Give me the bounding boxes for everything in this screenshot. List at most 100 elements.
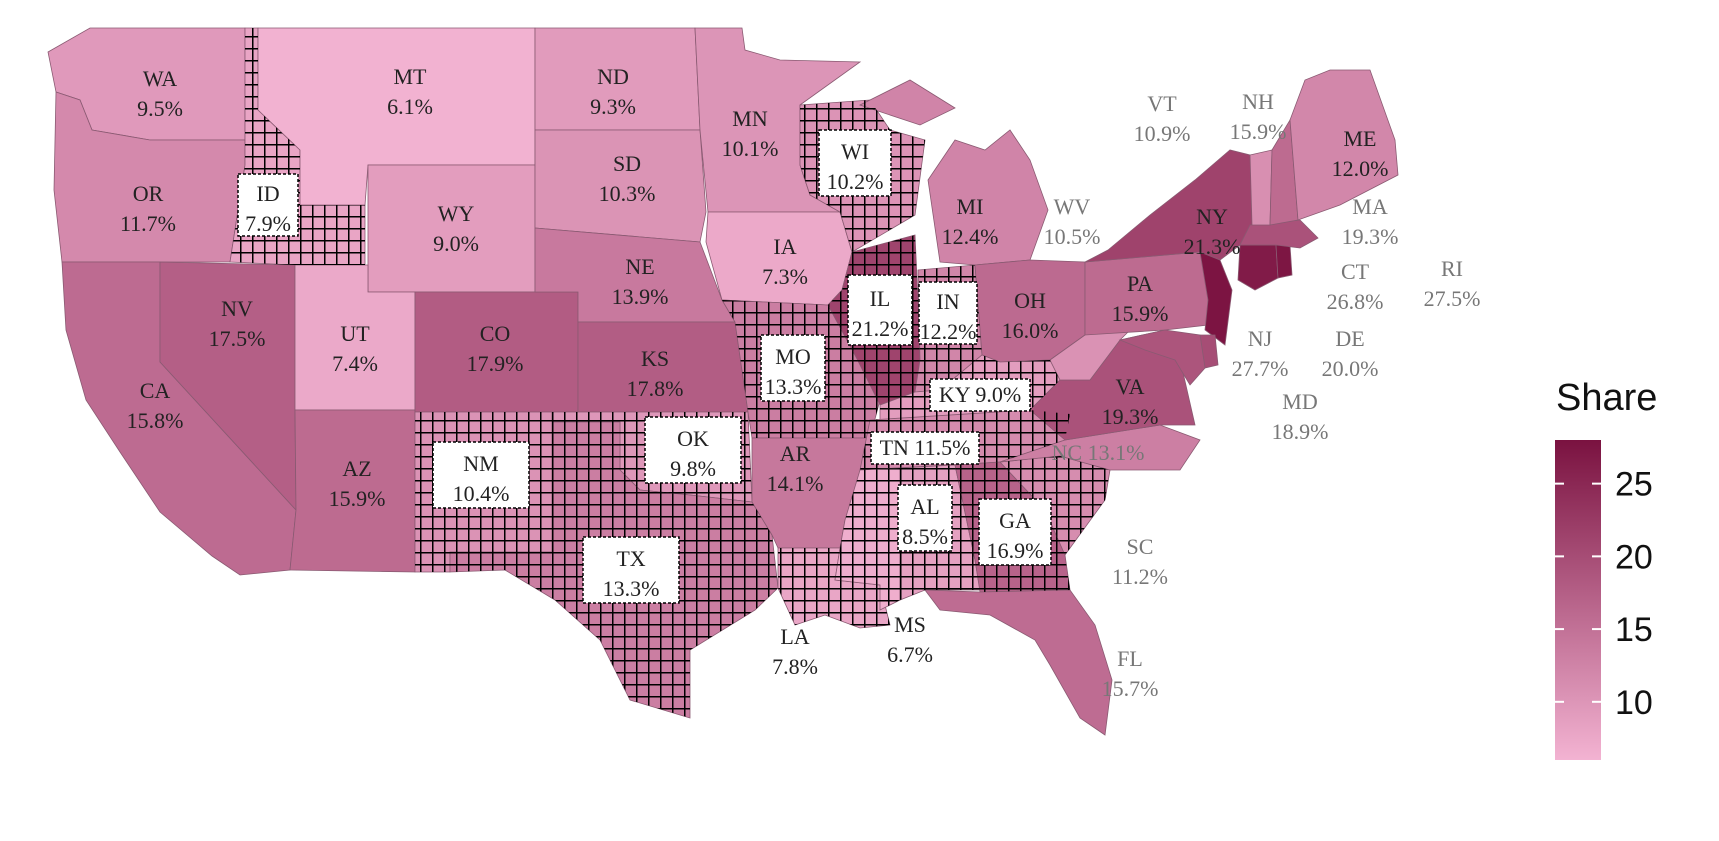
state-value: 20.0% [1322,356,1379,381]
state-fl [924,589,1113,736]
state-abbr: PA [1127,271,1153,296]
label-box [582,536,680,604]
state-abbr: SC [1127,534,1154,559]
state-label-text: KY 9.0% [939,382,1021,407]
state-label-md: MD 18.9% [1272,389,1329,444]
state-value: 11.5% [914,435,970,460]
state-abbr: SD [613,151,641,176]
state-value: 9.3% [590,94,636,119]
state-label-mo: MO 13.3% [760,334,826,402]
state-abbr: ND [597,64,629,89]
state-value: 10.2% [827,169,884,194]
state-value: 13.3% [765,374,822,399]
state-value: 27.7% [1232,356,1289,381]
state-abbr: MI [957,194,984,219]
state-abbr: AZ [342,456,371,481]
state-ri [1275,244,1293,279]
state-label-nv: NV 17.5% [209,296,266,351]
state-abbr: UT [340,321,370,346]
state-label-in: IN 12.2% [918,281,978,345]
label-box [644,416,742,484]
state-abbr: NY [1196,204,1228,229]
state-abbr: LA [780,624,809,649]
legend-tick-label: 25 [1615,466,1653,504]
state-abbr: FL [1117,646,1143,671]
state-label-nd: ND 9.3% [590,64,636,119]
state-abbr: NV [221,296,253,321]
legend-title: Share [1556,377,1657,419]
state-value: 26.8% [1327,289,1384,314]
state-abbr: MO [775,344,810,369]
state-label-ar: AR 14.1% [767,441,824,496]
state-value: 13.3% [603,576,660,601]
state-label-ct: CT 26.8% [1327,259,1384,314]
state-abbr: OK [677,426,709,451]
state-value: 7.3% [762,264,808,289]
state-value: 12.2% [920,319,977,344]
state-abbr: WY [438,201,475,226]
state-label-text: TN 11.5% [880,435,971,460]
state-value: 17.8% [627,376,684,401]
state-label-fl: FL 15.7% [1102,646,1159,701]
state-label-vt: VT 10.9% [1134,91,1191,146]
state-label-az: AZ 15.9% [329,456,386,511]
state-label-mt: MT 6.1% [387,64,433,119]
state-value: 10.1% [722,136,779,161]
state-label-ok: OK 9.8% [644,416,742,484]
state-value: 19.3% [1342,224,1399,249]
state-abbr: WV [1054,194,1091,219]
state-abbr: DE [1335,326,1364,351]
state-value: 21.3% [1184,234,1241,259]
state-sd [534,129,707,243]
state-abbr: AL [910,494,939,519]
state-abbr: VA [1116,374,1145,399]
label-box [929,378,1031,412]
state-abbr: IA [773,234,796,259]
state-abbr: MT [394,64,428,89]
state-abbr: IL [870,286,891,311]
state-abbr: AR [780,441,811,466]
state-hatch-ms [835,468,900,610]
state-label-tx: TX 13.3% [582,536,680,604]
state-value: 10.4% [453,481,510,506]
state-label-la: LA 7.8% [772,624,818,679]
state-label-ri: RI 27.5% [1424,256,1481,311]
state-value: 10.5% [1044,224,1101,249]
state-az [289,409,416,573]
state-md [1118,329,1206,386]
state-label-id: ID 7.9% [237,173,299,237]
state-value: 13.1% [1088,440,1145,465]
state-label-ia: IA 7.3% [762,234,808,289]
state-hatch-la [778,548,890,628]
state-abbr: VT [1147,91,1177,116]
label-box [432,441,530,509]
state-value: 9.0% [433,231,479,256]
state-value: 15.9% [1112,301,1169,326]
state-value: 12.4% [942,224,999,249]
state-value: 13.9% [612,284,669,309]
state-value: 15.8% [127,408,184,433]
state-label-ny: NY 21.3% [1184,204,1241,259]
state-value: 16.9% [987,538,1044,563]
state-value: 6.7% [887,642,933,667]
state-me [1289,69,1399,221]
state-value: 9.8% [670,456,716,481]
state-label-oh: OH 16.0% [1002,288,1059,343]
legend-tick-label: 20 [1615,538,1653,576]
state-label-ga: GA 16.9% [978,498,1052,566]
state-value: 10.9% [1134,121,1191,146]
state-value: 14.1% [767,471,824,496]
state-abbr: CT [1341,259,1370,284]
state-abbr: MN [732,106,768,131]
state-abbr: KY [939,382,971,407]
state-value: 15.9% [1230,119,1287,144]
state-abbr: ID [256,181,279,206]
state-label-tn: TN 11.5% [870,431,980,465]
state-label-co: CO 17.9% [467,321,524,376]
state-abbr: ME [1344,126,1377,151]
state-label-ky: KY 9.0% [929,378,1031,412]
state-value: 7.9% [245,211,291,236]
state-label-ca: CA 15.8% [127,378,184,433]
state-mi [858,79,1049,266]
